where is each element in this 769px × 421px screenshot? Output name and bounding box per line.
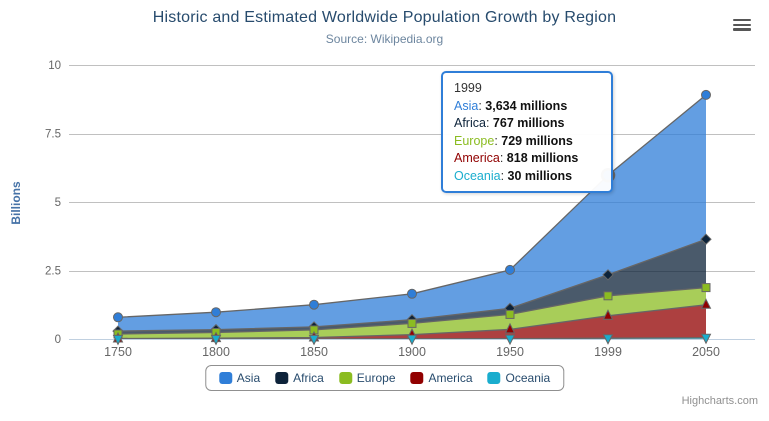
point-asia-1850[interactable]: [309, 299, 319, 310]
legend-label: America: [428, 371, 473, 385]
tooltip-series-value: 3,634 millions: [481, 98, 568, 113]
point-asia-1800[interactable]: [211, 307, 221, 318]
legend-item-europe[interactable]: Europe: [338, 371, 396, 385]
point-asia-1900[interactable]: [407, 288, 417, 299]
tooltip-series-value: 818 millions: [503, 151, 579, 165]
point-africa-2050[interactable]: [700, 233, 712, 245]
chart-title: Historic and Estimated Worldwide Populat…: [152, 9, 617, 26]
y-axis-label-0: 0: [55, 334, 61, 346]
export-menu-button[interactable]: [729, 15, 755, 37]
legend-swatch-america: [410, 372, 424, 384]
tooltip-row-america: America: 818 millions: [454, 151, 579, 165]
point-oceania-1900[interactable]: [406, 334, 418, 346]
x-axis-label-1750: 1750: [104, 345, 132, 359]
x-axis-label-1800: 1800: [202, 345, 230, 359]
point-asia-1750[interactable]: [113, 312, 123, 323]
chart-subtitle: Source: Wikipedia.org: [325, 32, 444, 46]
credits-link[interactable]: Highcharts.com: [681, 395, 758, 407]
hamburger-menu-icon: [733, 18, 751, 32]
tooltip: 1999 Asia: 3,634 millions Africa: 767 mil…: [441, 71, 613, 193]
point-oceania-1950[interactable]: [504, 334, 516, 346]
tooltip-series-value: 767 millions: [489, 116, 565, 130]
legend: Asia Africa Europe America Oceania: [204, 365, 565, 391]
legend-label: Europe: [356, 371, 396, 385]
legend-item-asia[interactable]: Asia: [218, 371, 261, 385]
point-oceania-1850[interactable]: [308, 334, 320, 346]
legend-item-oceania[interactable]: Oceania: [487, 371, 551, 385]
point-america-1950[interactable]: [504, 322, 516, 334]
point-europe-1950[interactable]: [505, 309, 515, 319]
area-africa: [118, 239, 706, 334]
legend-swatch-oceania: [487, 372, 501, 384]
point-europe-1999[interactable]: [603, 291, 613, 301]
tooltip-series-name: Europe: [454, 133, 495, 148]
y-axis-label-7.5: 7.5: [45, 129, 61, 141]
x-axis-label-1950: 1950: [496, 345, 524, 359]
tooltip-row-asia: Asia: 3,634 millions: [454, 98, 568, 113]
legend-swatch-asia: [218, 372, 232, 384]
tooltip-series-name: Oceania: [454, 168, 501, 183]
tooltip-series-name: Africa: [454, 116, 486, 130]
point-europe-2050[interactable]: [701, 283, 711, 293]
point-oceania-2050[interactable]: [700, 333, 712, 345]
point-africa-1999[interactable]: [602, 269, 614, 281]
point-america-2050[interactable]: [700, 298, 712, 309]
x-axis-label-1900: 1900: [398, 345, 426, 359]
point-america-1999[interactable]: [602, 309, 614, 320]
x-axis-label-2050: 2050: [692, 345, 720, 359]
point-oceania-1800[interactable]: [210, 334, 222, 346]
y-axis-label-10: 10: [48, 60, 61, 72]
x-axis-label-1999: 1999: [594, 345, 622, 359]
area-asia: [118, 94, 706, 332]
point-asia-1950[interactable]: [505, 264, 515, 275]
legend-swatch-europe: [338, 372, 352, 384]
point-oceania-1999[interactable]: [602, 334, 614, 345]
tooltip-series-value: 729 millions: [497, 133, 573, 148]
point-asia-2050[interactable]: [701, 89, 711, 100]
legend-label: Oceania: [505, 371, 551, 385]
legend-swatch-africa: [275, 372, 289, 384]
y-axis-title: Billions: [9, 181, 23, 225]
legend-item-america[interactable]: America: [410, 371, 473, 385]
tooltip-series-name: America: [454, 151, 500, 165]
tooltip-series-value: 30 millions: [504, 168, 573, 183]
y-axis-label-5: 5: [55, 197, 61, 209]
y-axis-label-2.5: 2.5: [45, 266, 61, 278]
tooltip-row-oceania: Oceania: 30 millions: [454, 168, 573, 183]
point-europe-1900[interactable]: [407, 318, 417, 328]
area-america: [118, 304, 706, 339]
tooltip-row-europe: Europe: 729 millions: [454, 133, 573, 148]
legend-label: Africa: [293, 371, 324, 385]
legend-label: Asia: [236, 371, 261, 385]
point-oceania-1750[interactable]: [112, 334, 124, 346]
legend-item-africa[interactable]: Africa: [275, 371, 324, 385]
tooltip-header: 1999: [454, 81, 482, 95]
tooltip-series-name: Asia: [454, 98, 479, 113]
x-axis-label-1850: 1850: [300, 345, 328, 359]
tooltip-row-africa: Africa: 767 millions: [454, 116, 565, 130]
